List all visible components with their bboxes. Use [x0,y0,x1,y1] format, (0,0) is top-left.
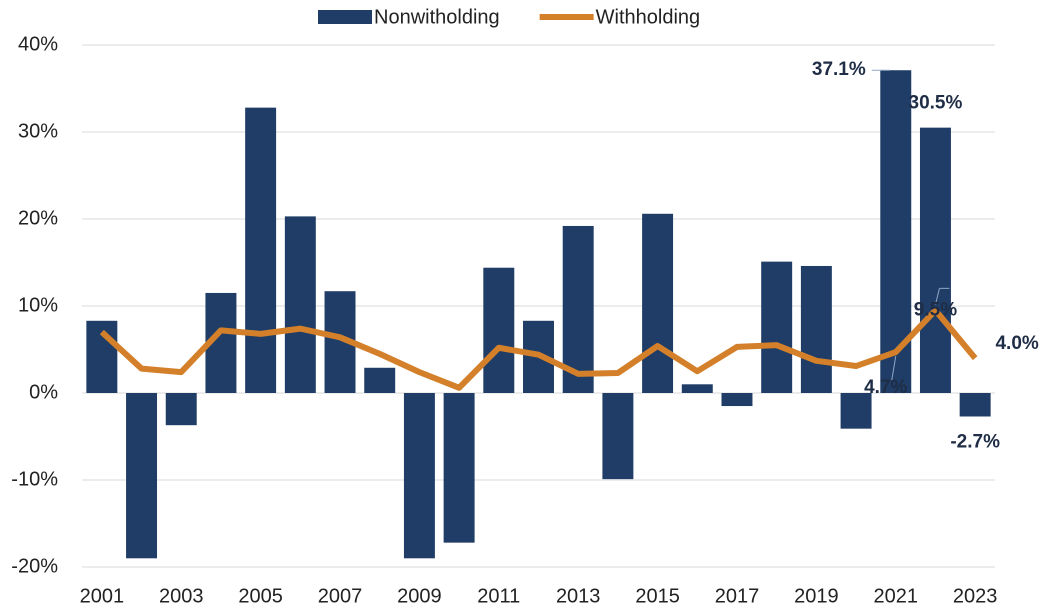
x-tick-label: 2003 [159,585,204,607]
bar [245,107,277,393]
y-tick-label: 30% [18,120,58,142]
data-label: 37.1% [812,59,866,80]
bar [761,261,793,393]
x-tick-label: 2023 [953,585,998,607]
bar [483,267,515,393]
legend-label: Withholding [596,6,701,28]
x-tick-label: 2015 [635,585,680,607]
bar [126,393,158,559]
line [99,307,978,391]
bar [840,393,872,429]
x-tick-label: 2001 [80,585,125,607]
bar [721,393,753,407]
bar [86,320,118,393]
y-tick-label: -20% [11,555,58,577]
bar [443,393,475,543]
leader-line [891,356,897,381]
y-tick-label: 0% [29,381,58,403]
x-tick-label: 2007 [318,585,363,607]
bar [959,393,991,417]
bar [800,265,832,393]
data-label: 9.5% [914,299,957,320]
bar [681,384,713,393]
bar [919,127,951,394]
data-label: 4.0% [995,333,1038,354]
bar [364,367,396,393]
bar [284,216,316,393]
x-tick-label: 2009 [397,585,442,607]
data-label: 30.5% [909,93,963,114]
x-tick-label: 2011 [477,585,520,607]
legend-label: Nonwitholding [374,6,500,28]
x-tick-label: 2019 [794,585,839,607]
y-tick-label: 20% [18,207,58,229]
bar [562,225,594,393]
y-tick-label: -10% [11,468,58,490]
x-tick-label: 2005 [238,585,283,607]
data-label: 4.7% [864,377,907,398]
legend-swatch [318,10,372,24]
x-tick-label: 2017 [715,585,760,607]
data-label: -2.7% [950,432,1000,453]
bar [165,393,197,426]
x-tick-label: 2013 [556,585,601,607]
bar [403,393,435,559]
bar [642,213,674,393]
y-tick-label: 10% [18,294,58,316]
bar [602,393,634,480]
leader-line [934,288,940,305]
x-tick-label: 2021 [874,585,919,607]
y-tick-label: 40% [18,33,58,55]
